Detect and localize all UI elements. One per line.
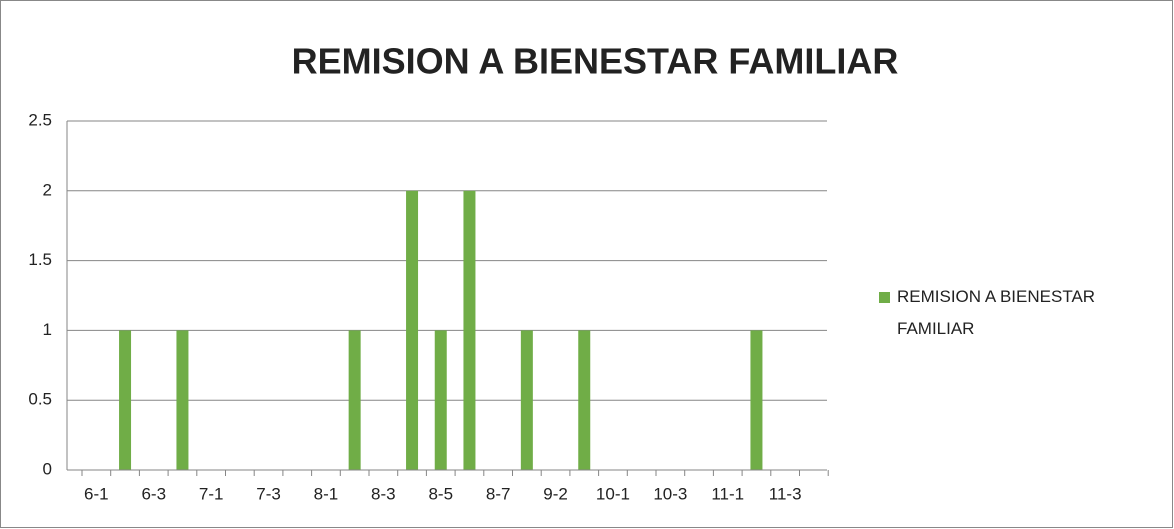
x-tick-label: 7-3	[256, 484, 281, 503]
bar	[520, 330, 533, 470]
x-tick-label: 11-3	[769, 484, 802, 503]
bar	[119, 330, 132, 470]
x-tick-label: 8-7	[486, 484, 511, 503]
legend-swatch	[879, 292, 890, 303]
x-tick-label: 8-5	[428, 484, 453, 503]
bar	[578, 330, 591, 470]
x-tick-label: 10-3	[653, 484, 687, 503]
x-tick-label: 6-3	[141, 484, 166, 503]
legend-label-line: FAMILIAR	[897, 319, 974, 338]
y-tick-label: 0	[43, 459, 52, 478]
y-tick-label: 2	[43, 180, 52, 199]
legend-label-line: REMISION A BIENESTAR	[897, 287, 1095, 306]
x-tick-label: 9-2	[543, 484, 568, 503]
x-tick-label: 10-1	[596, 484, 630, 503]
legend-label: REMISION A BIENESTAR FAMILIAR	[897, 287, 1095, 338]
x-tick-label: 8-3	[371, 484, 396, 503]
y-tick-label: 1.5	[28, 250, 52, 269]
x-tick-label: 11-1	[711, 484, 744, 503]
x-tick-label: 7-1	[199, 484, 224, 503]
bar	[348, 330, 361, 470]
bar	[406, 190, 419, 471]
x-tick-label: 6-1	[84, 484, 109, 503]
bar	[750, 330, 763, 470]
y-tick-label: 0.5	[28, 390, 52, 409]
bar	[434, 330, 447, 470]
bar	[463, 190, 476, 471]
x-tick-label: 8-1	[314, 484, 339, 503]
chart-title: REMISION A BIENESTAR FAMILIAR	[292, 41, 899, 82]
y-tick-label: 2.5	[28, 110, 52, 129]
y-tick-label: 1	[43, 320, 52, 339]
bar	[176, 330, 189, 470]
